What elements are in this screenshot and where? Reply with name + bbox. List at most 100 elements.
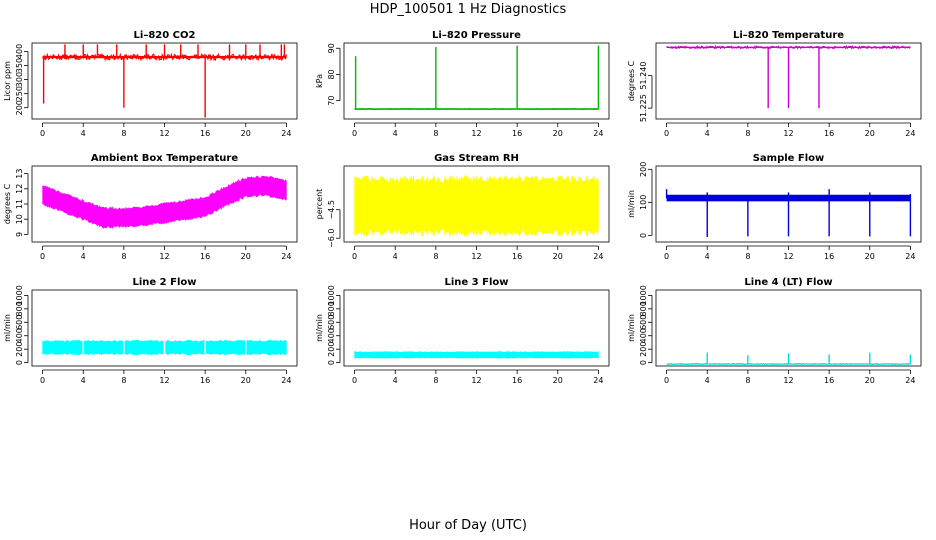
x-tick-label: 16 (512, 129, 522, 138)
y-tick-label: 70 (327, 96, 336, 106)
x-tick-label: 4 (705, 376, 710, 385)
y-tick-label: 250 (15, 86, 24, 101)
y-tick-label: 0 (327, 360, 336, 365)
x-tick-label: 20 (865, 252, 875, 261)
series-band (354, 174, 599, 238)
y-tick-label: 11 (15, 199, 24, 209)
y-axis-label: ml/min (315, 314, 324, 342)
x-tick-label: 20 (241, 129, 251, 138)
chart-panel-6: Sample Flow ml/min 0 4 8 12 16 20 24 0 100 200 (627, 153, 922, 261)
x-tick-label: 4 (393, 129, 398, 138)
chart-panel-4: Ambient Box Temperature degrees C 0 4 8 12 16 2… (3, 153, 298, 261)
plot-frame (343, 165, 610, 243)
x-tick-label: 4 (393, 376, 398, 385)
y-tick-label: 400 (639, 328, 648, 343)
chart-title: Line 4 (LT) Flow (744, 277, 832, 288)
y-tick-label: 9 (15, 232, 24, 237)
chart-panel-8: Line 3 Flow ml/min 0 4 8 12 16 20 24 0 20040060080… (315, 277, 610, 385)
y-tick-label: 1000 (15, 285, 24, 305)
x-tick-label: 8 (121, 252, 126, 261)
x-tick-label: 4 (393, 252, 398, 261)
x-tick-label: 12 (159, 252, 169, 261)
y-tick-label: 200 (15, 100, 24, 115)
y-tick-label: 400 (15, 44, 24, 59)
plot-frame (655, 165, 922, 243)
plot-frame (343, 289, 610, 367)
y-tick-label: 600 (327, 315, 336, 330)
y-tick-label: 0 (639, 233, 648, 238)
chart-panel-5: Gas Stream RH percent 0 4 8 12 16 20 24 −6.0 −4.5 (315, 153, 610, 261)
chart-title: Line 2 Flow (133, 277, 197, 288)
y-tick-label: 800 (327, 301, 336, 316)
y-tick-label: 90 (327, 43, 336, 53)
y-tick-label: 400 (327, 328, 336, 343)
x-tick-label: 20 (553, 252, 563, 261)
y-tick-label: 600 (15, 315, 24, 330)
x-tick-label: 0 (352, 376, 357, 385)
x-tick-label: 24 (281, 129, 291, 138)
x-tick-label: 8 (433, 252, 438, 261)
y-tick-label: 200 (15, 342, 24, 357)
series-band (42, 175, 287, 229)
x-tick-label: 0 (40, 252, 45, 261)
x-tick-label: 0 (664, 376, 669, 385)
y-axis-label: degrees C (3, 183, 12, 224)
x-tick-label: 12 (471, 252, 481, 261)
x-tick-label: 0 (40, 129, 45, 138)
y-tick-label: 12 (15, 184, 24, 194)
x-tick-label: 24 (593, 129, 603, 138)
x-tick-label: 20 (865, 129, 875, 138)
x-tick-label: 24 (905, 252, 915, 261)
x-tick-label: 0 (352, 129, 357, 138)
y-tick-label: 80 (327, 69, 336, 79)
series-band (666, 363, 911, 365)
x-tick-label: 12 (471, 376, 481, 385)
x-tick-label: 12 (471, 129, 481, 138)
x-tick-label: 20 (553, 129, 563, 138)
chart-panel-7: Line 2 Flow ml/min 0 4 8 12 16 20 24 0 20040060080… (3, 277, 298, 385)
x-tick-label: 8 (745, 252, 750, 261)
figure-title: HDP_100501 1 Hz Diagnostics (369, 2, 567, 17)
series-band (354, 351, 599, 359)
x-tick-label: 8 (745, 129, 750, 138)
x-tick-label: 4 (705, 129, 710, 138)
y-tick-label: 200 (327, 342, 336, 357)
y-tick-label: 0 (639, 360, 648, 365)
y-axis-label: ml/min (3, 314, 12, 342)
y-tick-label: 10 (15, 214, 24, 224)
x-tick-label: 8 (745, 376, 750, 385)
chart-title: Li–820 Pressure (432, 30, 521, 41)
x-tick-label: 16 (200, 252, 210, 261)
x-tick-label: 16 (512, 376, 522, 385)
y-tick-label: 13 (15, 169, 24, 179)
x-tick-label: 12 (159, 129, 169, 138)
x-tick-label: 24 (281, 376, 291, 385)
y-tick-label: 200 (639, 342, 648, 357)
chart-title: Line 3 Flow (445, 277, 509, 288)
x-tick-label: 20 (241, 252, 251, 261)
x-tick-label: 16 (824, 376, 834, 385)
y-axis-label: kPa (315, 74, 324, 88)
y-tick-label: −4.5 (327, 200, 336, 219)
x-tick-label: 16 (512, 252, 522, 261)
plot-frame (31, 42, 298, 120)
chart-panel-3: Li–820 Temperature degrees C 0 4 8 12 16 20 24 51… (627, 30, 922, 138)
y-tick-label: 1000 (639, 285, 648, 305)
series-band (354, 108, 599, 110)
x-tick-label: 16 (200, 129, 210, 138)
x-tick-label: 16 (200, 376, 210, 385)
y-axis-label: ml/min (627, 314, 636, 342)
x-tick-label: 12 (783, 252, 793, 261)
y-tick-label: 300 (15, 72, 24, 87)
x-tick-label: 0 (40, 376, 45, 385)
x-tick-label: 16 (824, 252, 834, 261)
chart-title: Sample Flow (753, 153, 825, 164)
y-tick-label: 600 (639, 315, 648, 330)
x-tick-label: 12 (783, 376, 793, 385)
x-tick-label: 20 (553, 376, 563, 385)
x-tick-label: 24 (593, 252, 603, 261)
y-tick-label: 51.240 (639, 62, 648, 90)
y-tick-label: 400 (15, 328, 24, 343)
x-tick-label: 8 (121, 376, 126, 385)
